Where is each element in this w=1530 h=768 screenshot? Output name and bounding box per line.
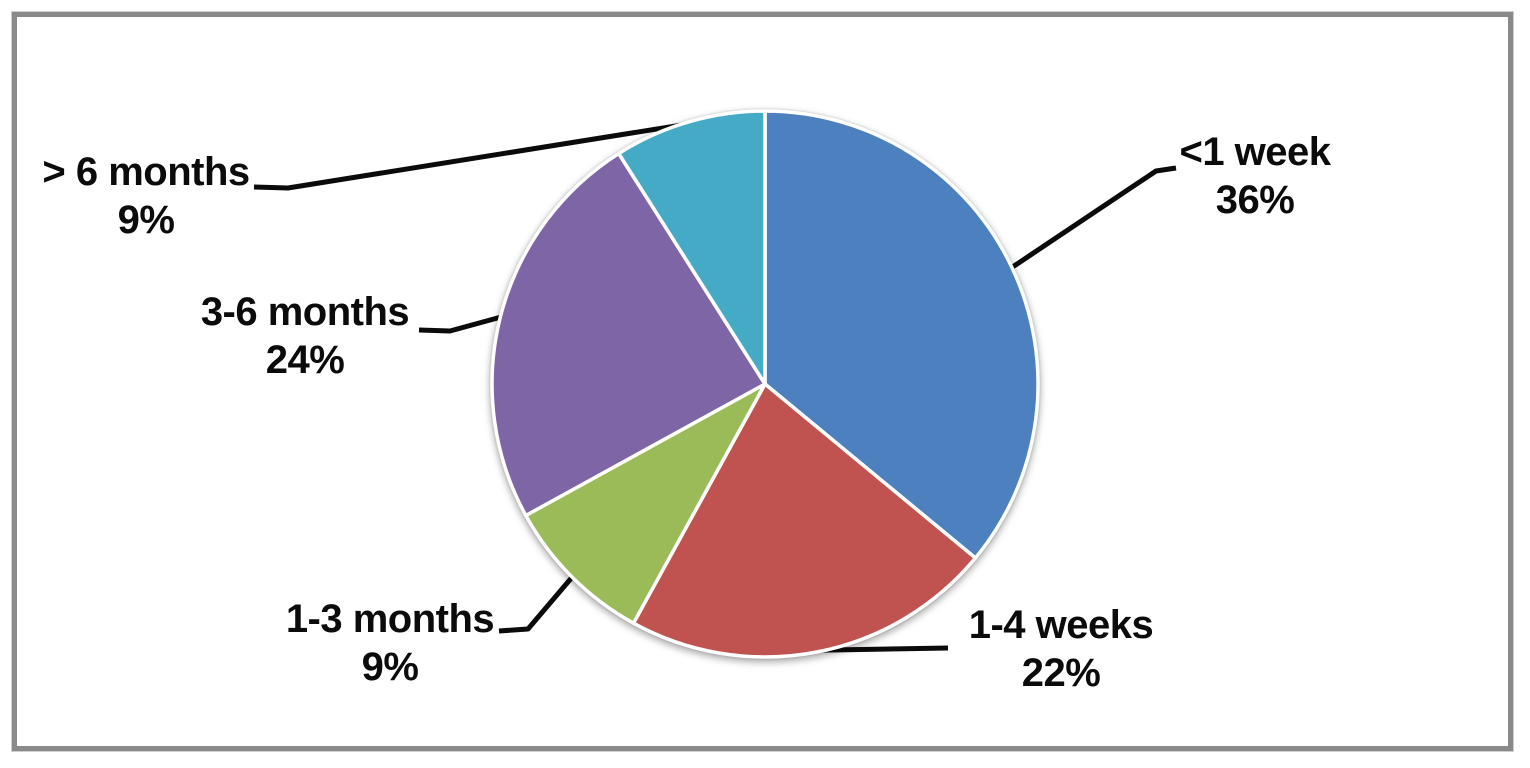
pie-label-1-4-weeks: 1-4 weeks 22%: [941, 601, 1181, 697]
pie-label-gt-6-months: > 6 months 9%: [26, 148, 266, 244]
pie-label-pct: 24%: [265, 338, 345, 382]
pie-slice-1-week: [763, 109, 1040, 560]
pie-label-lt-1-week: <1 week 36%: [1135, 128, 1375, 224]
leader-line-1-4-weeks: [815, 645, 949, 653]
leader-lines: [253, 121, 1177, 653]
pie-slice-3-6-months: [490, 151, 767, 518]
leader-line-3-6-months: [418, 314, 504, 334]
pie-label-1-3-months: 1-3 months 9%: [270, 595, 510, 691]
pie-label-pct: 22%: [1021, 651, 1101, 695]
pie-label-text: <1 week: [1179, 130, 1331, 174]
pie-slice-1-4-weeks: [631, 382, 978, 659]
pie-label-text: > 6 months: [42, 150, 250, 194]
pie-label-pct: 9%: [361, 645, 419, 689]
pie-label-pct: 36%: [1215, 178, 1295, 222]
pie-slices: [490, 109, 1040, 659]
pie-label-3-6-months: 3-6 months 24%: [185, 288, 425, 384]
pie-label-text: 3-6 months: [200, 290, 410, 334]
pie-label-text: 1-4 weeks: [968, 603, 1154, 647]
leader-line-1-3-months: [498, 573, 576, 634]
pie-slice-6-months: [616, 109, 767, 386]
leader-line-1-week: [1008, 165, 1177, 271]
pie-label-text: 1-3 months: [285, 597, 495, 641]
pie-label-pct: 9%: [117, 198, 175, 242]
pie-slice-1-3-months: [524, 382, 767, 625]
leader-line-6-months: [253, 121, 690, 191]
